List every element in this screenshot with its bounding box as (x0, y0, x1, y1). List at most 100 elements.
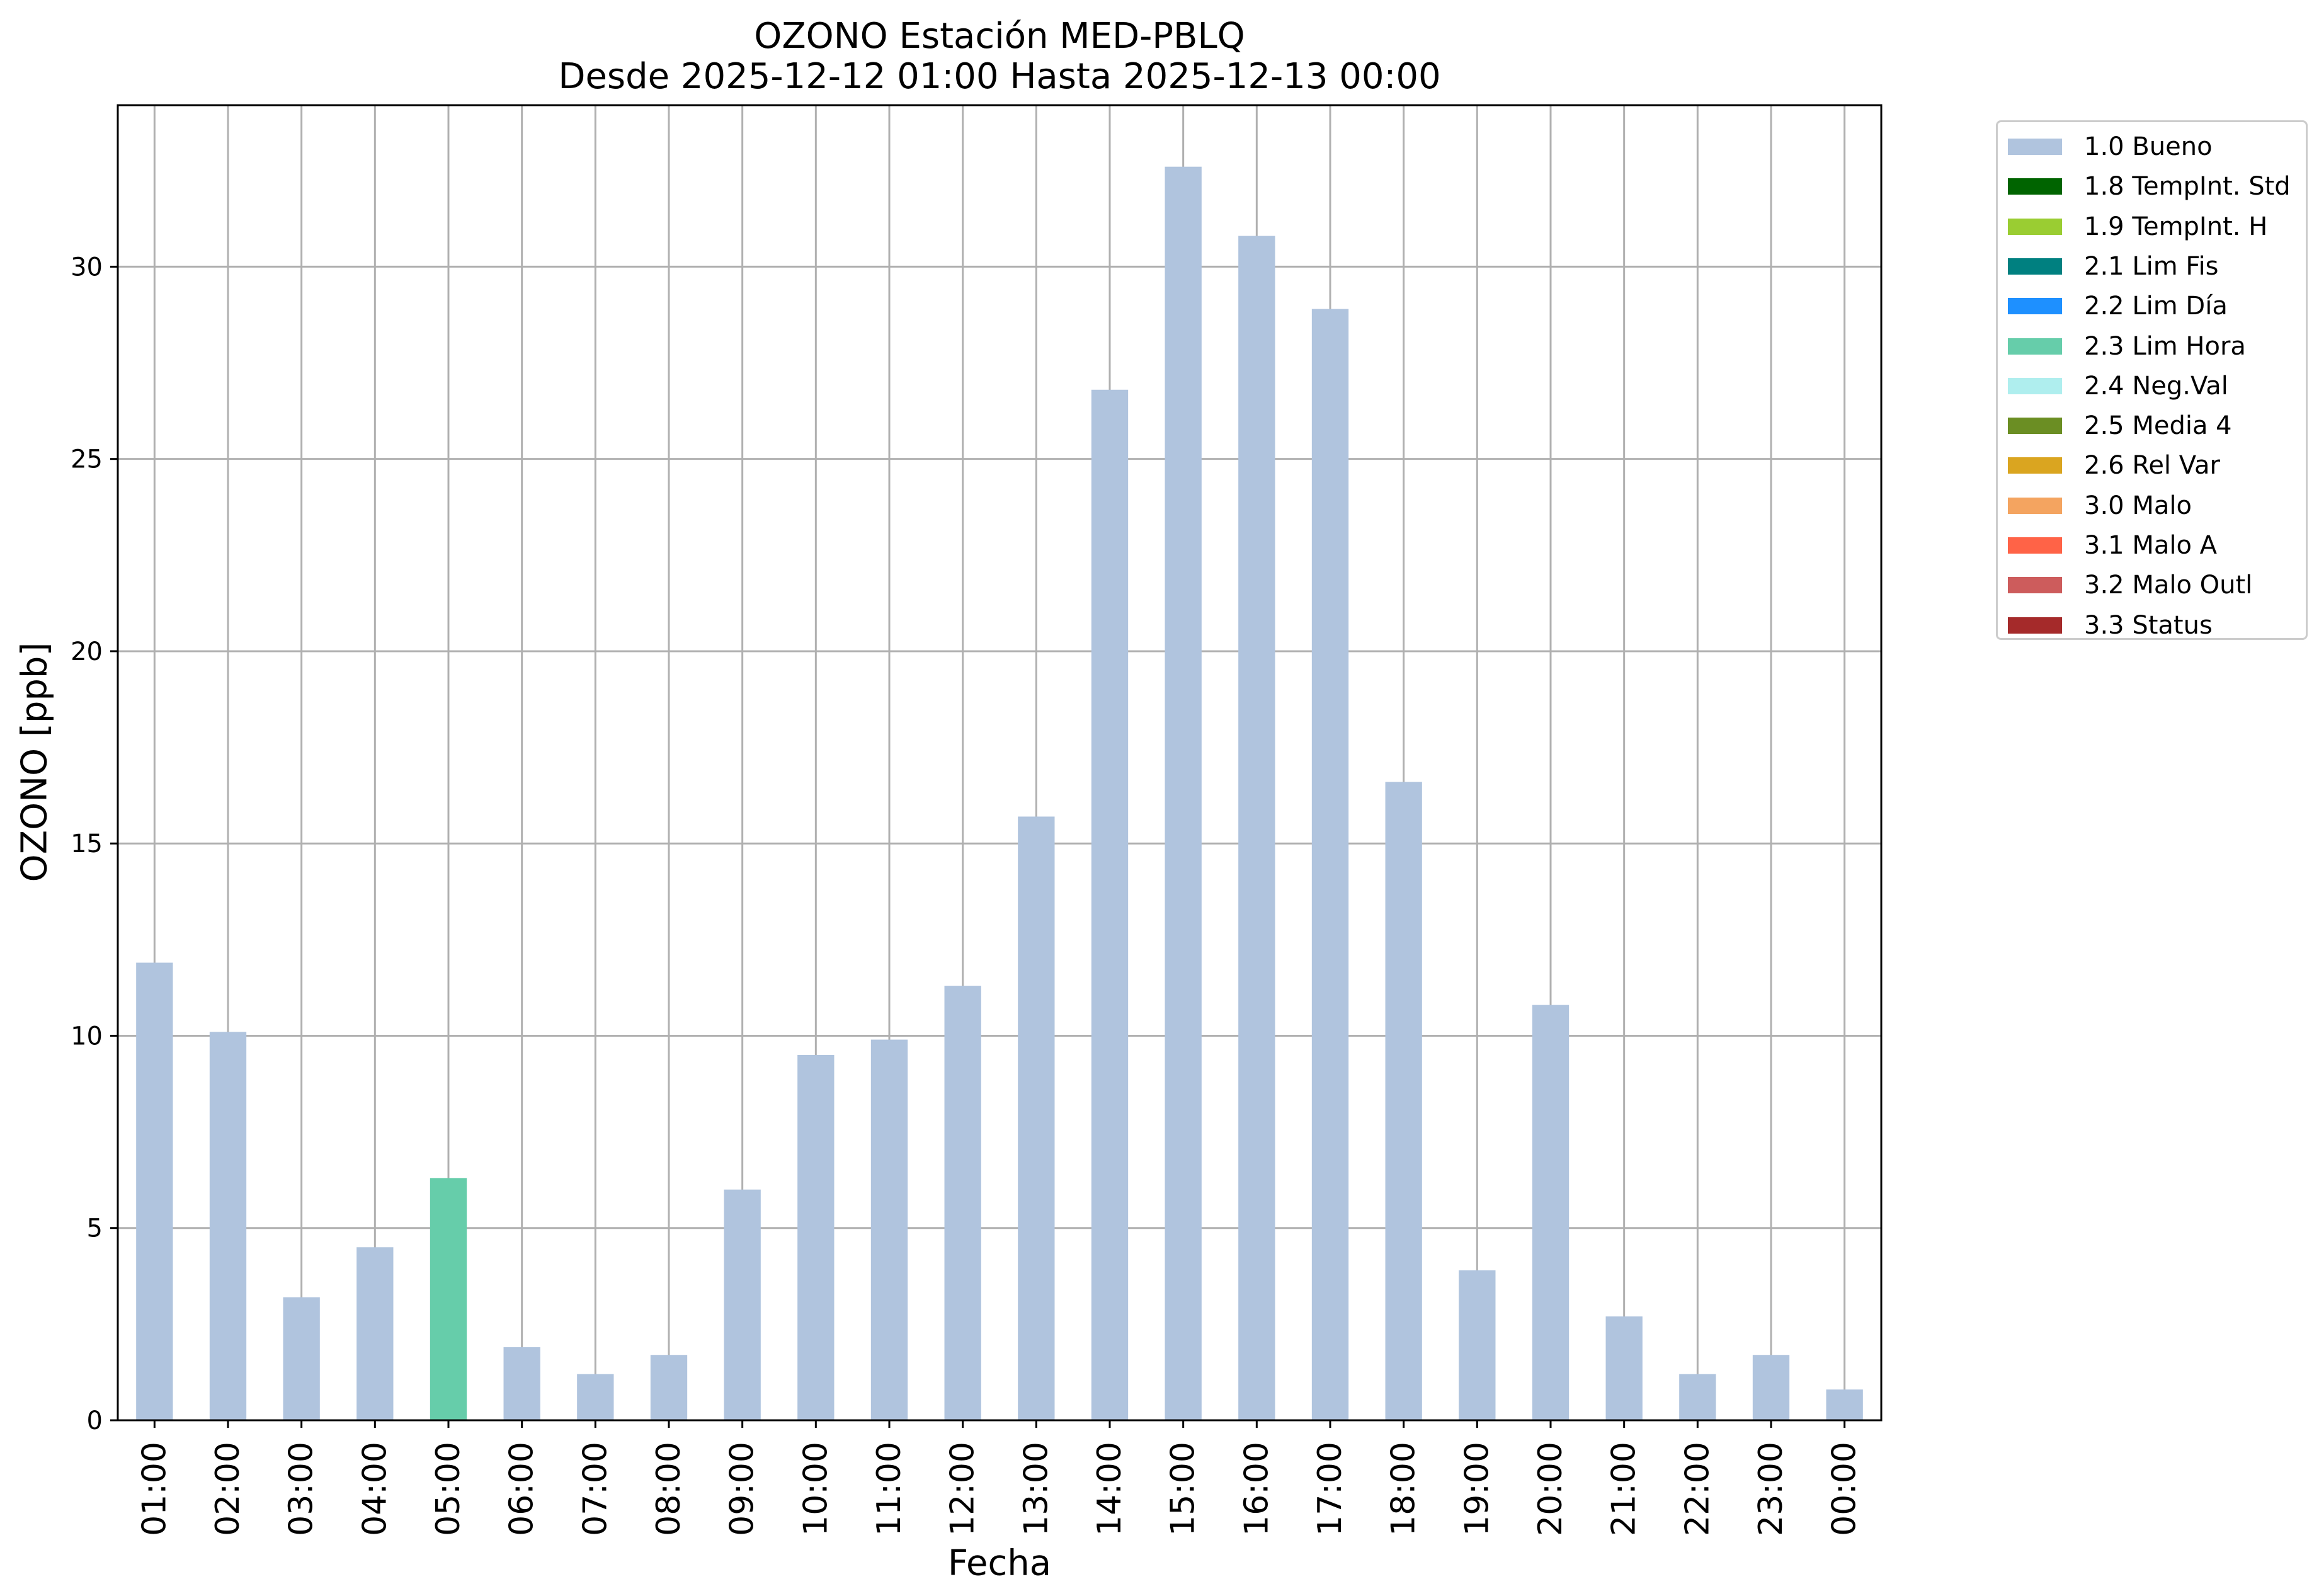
bar-2100 (1605, 1316, 1643, 1420)
x-tick-label: 11:00 (870, 1442, 908, 1536)
bar-2200 (1679, 1374, 1716, 1420)
y-axis-label: OZONO [ppb] (14, 642, 55, 882)
legend-swatch (2008, 218, 2062, 235)
legend-label: 2.1 Lim Fis (2084, 251, 2219, 281)
x-tick-label: 21:00 (1605, 1442, 1643, 1536)
legend-item: 1.8 TempInt. Std (1998, 172, 2300, 201)
x-tick-label: 10:00 (797, 1442, 835, 1536)
axis-ticks: 0 5 10 15 20 25 30 01:00 02:00 03:00 04:00 05:00 06:… (71, 253, 1864, 1536)
x-tick-label: 08:00 (650, 1442, 688, 1536)
bar-0000 (1826, 1389, 1863, 1420)
legend-label: 1.0 Bueno (2084, 132, 2213, 161)
bar-1800 (1385, 782, 1422, 1420)
x-tick-label: 00:00 (1826, 1442, 1864, 1536)
legend-item: 2.1 Lim Fis (1998, 252, 2300, 281)
bar-0800 (650, 1355, 688, 1420)
legend-item: 2.6 Rel Var (1998, 451, 2300, 480)
legend-item: 1.9 TempInt. H (1998, 212, 2300, 241)
plot-frame (117, 104, 1883, 1422)
legend-label: 2.3 Lim Hora (2084, 331, 2246, 361)
x-tick-label: 04:00 (356, 1442, 394, 1536)
bar-1400 (1091, 389, 1129, 1420)
legend-swatch (2008, 298, 2062, 315)
y-tick-label: 15 (71, 829, 103, 858)
legend-label: 3.3 Status (2084, 610, 2213, 640)
legend-label: 1.8 TempInt. Std (2084, 172, 2291, 202)
bar-0300 (283, 1297, 320, 1420)
legend-item: 3.2 Malo Outl (1998, 571, 2300, 600)
x-tick-label: 17:00 (1311, 1442, 1349, 1536)
x-tick-label: 16:00 (1238, 1442, 1275, 1536)
x-tick-label: 18:00 (1385, 1442, 1423, 1536)
legend-item: 3.0 Malo (1998, 491, 2300, 520)
x-tick-label: 15:00 (1165, 1442, 1202, 1536)
x-axis-label: Fecha (947, 1542, 1052, 1584)
legend-label: 2.4 Neg.Val (2084, 371, 2228, 401)
x-tick-label: 06:00 (503, 1442, 541, 1536)
chart-subtitle: Desde 2025-12-12 01:00 Hasta 2025-12-13 … (558, 56, 1441, 97)
y-tick-label: 30 (71, 253, 103, 282)
legend-label: 3.1 Malo A (2084, 531, 2218, 560)
y-tick-label: 20 (71, 637, 103, 666)
legend-label: 2.2 Lim Día (2084, 292, 2228, 321)
bar-0100 (136, 962, 173, 1420)
x-tick-label: 02:00 (209, 1442, 247, 1536)
bar-1300 (1018, 816, 1055, 1420)
bar-1000 (797, 1055, 835, 1420)
chart-title: OZONO Estación MED-PBLQ (754, 16, 1245, 57)
legend-item: 2.4 Neg.Val (1998, 372, 2300, 401)
legend-swatch (2008, 457, 2062, 474)
x-tick-label: 03:00 (283, 1442, 321, 1536)
legend-swatch (2008, 258, 2062, 275)
x-tick-label: 22:00 (1678, 1442, 1716, 1536)
chart-legend: 1.0 Bueno 1.8 TempInt. Std 1.9 TempInt. H 2… (1996, 120, 2308, 640)
legend-item: 2.3 Lim Hora (1998, 332, 2300, 361)
y-tick-label: 5 (87, 1214, 103, 1243)
legend-item: 2.5 Media 4 (1998, 411, 2300, 440)
bar-2000 (1532, 1005, 1570, 1420)
x-tick-label: 01:00 (135, 1442, 173, 1536)
bar-0600 (503, 1347, 540, 1420)
legend-swatch (2008, 617, 2062, 634)
bar-group (136, 166, 1863, 1420)
bar-0700 (577, 1374, 614, 1420)
legend-label: 1.9 TempInt. H (2084, 212, 2268, 241)
legend-label: 2.5 Media 4 (2084, 411, 2232, 441)
legend-label: 3.2 Malo Outl (2084, 571, 2253, 600)
y-tick-label: 25 (71, 445, 103, 474)
bar-0900 (724, 1189, 761, 1420)
x-tick-label: 09:00 (724, 1442, 761, 1536)
legend-swatch (2008, 537, 2062, 554)
legend-swatch (2008, 377, 2062, 394)
bar-1700 (1311, 309, 1349, 1420)
legend-label: 2.6 Rel Var (2084, 451, 2220, 481)
grid-lines (118, 105, 1881, 1422)
bar-0500 (430, 1178, 467, 1420)
bar-1200 (944, 986, 981, 1420)
bar-0400 (356, 1247, 394, 1420)
legend-item: 1.0 Bueno (1998, 132, 2300, 161)
legend-item: 3.3 Status (1998, 611, 2300, 640)
legend-label: 3.0 Malo (2084, 491, 2192, 520)
legend-swatch (2008, 178, 2062, 195)
bar-1100 (870, 1039, 908, 1420)
y-tick-label: 10 (71, 1022, 103, 1051)
bar-1900 (1459, 1270, 1496, 1420)
y-tick-label: 0 (87, 1406, 103, 1435)
legend-swatch (2008, 418, 2062, 435)
bar-1500 (1165, 166, 1202, 1420)
bar-0200 (209, 1032, 247, 1420)
bar-2300 (1752, 1355, 1790, 1420)
legend-swatch (2008, 139, 2062, 155)
x-tick-label: 19:00 (1458, 1442, 1496, 1536)
x-tick-label: 05:00 (430, 1442, 467, 1536)
legend-item: 2.2 Lim Día (1998, 292, 2300, 321)
x-tick-label: 23:00 (1752, 1442, 1790, 1536)
legend-swatch (2008, 338, 2062, 355)
bar-1600 (1238, 236, 1275, 1420)
x-tick-label: 14:00 (1091, 1442, 1129, 1536)
x-tick-label: 12:00 (944, 1442, 982, 1536)
legend-swatch (2008, 497, 2062, 514)
x-tick-label: 13:00 (1017, 1442, 1055, 1536)
